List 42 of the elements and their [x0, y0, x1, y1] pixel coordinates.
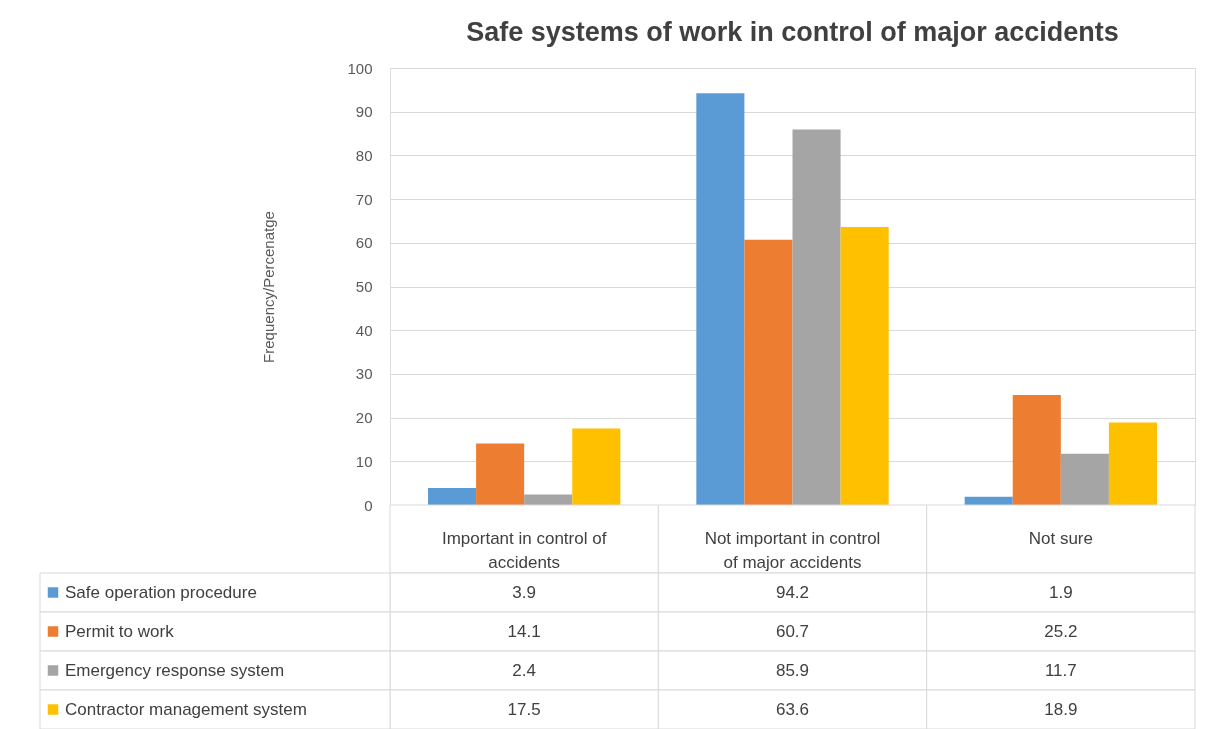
y-tick-label: 100 [347, 59, 373, 77]
y-tick-label: 30 [355, 365, 373, 383]
bar [744, 239, 793, 505]
legend-label: Contractor management system [65, 699, 307, 719]
legend-label: Permit to work [65, 621, 175, 641]
x-tick-label: Not important in control of major accidents [704, 529, 881, 572]
data-label: 1.9 [1049, 582, 1073, 602]
bar [1108, 422, 1158, 505]
x-tick-label: Important in control of accidents [441, 529, 607, 572]
y-tick-label: 40 [355, 321, 373, 339]
bar [840, 227, 889, 505]
data-label: 85.9 [775, 660, 810, 680]
data-label: 2.4 [512, 660, 536, 680]
bar [572, 428, 621, 505]
data-label: 3.9 [512, 582, 536, 602]
y-axis-title: Frequency/Percenatge [260, 211, 278, 363]
y-tick-label: 80 [355, 146, 373, 164]
legend-label: Emergency response system [65, 660, 285, 680]
bar [476, 443, 525, 505]
bar [1060, 453, 1109, 505]
y-tick-label: 10 [355, 452, 373, 470]
data-label: 94.2 [775, 582, 810, 602]
y-tick-label: 90 [355, 103, 373, 121]
legend-label: Safe operation procedure [65, 582, 257, 602]
data-label: 63.6 [775, 699, 810, 719]
y-tick-label: 60 [355, 234, 373, 252]
x-tick-label: Not sure [1028, 529, 1093, 548]
data-label: 18.9 [1044, 699, 1078, 719]
bar [427, 487, 477, 505]
y-tick-label: 70 [355, 190, 373, 208]
y-tick-label: 20 [355, 409, 373, 427]
bar [792, 129, 841, 505]
data-label: 14.1 [507, 621, 541, 641]
y-tick-label: 50 [355, 278, 373, 295]
data-label: 25.2 [1044, 621, 1078, 641]
y-tick-label: 0 [364, 496, 373, 514]
data-label: 11.7 [1044, 660, 1077, 680]
bar [696, 93, 745, 505]
chart-title: Safe systems of work in control of major accidents [466, 17, 1119, 47]
data-label: 60.7 [775, 621, 810, 641]
data-label: 17.5 [507, 699, 541, 719]
bar [1012, 394, 1061, 505]
